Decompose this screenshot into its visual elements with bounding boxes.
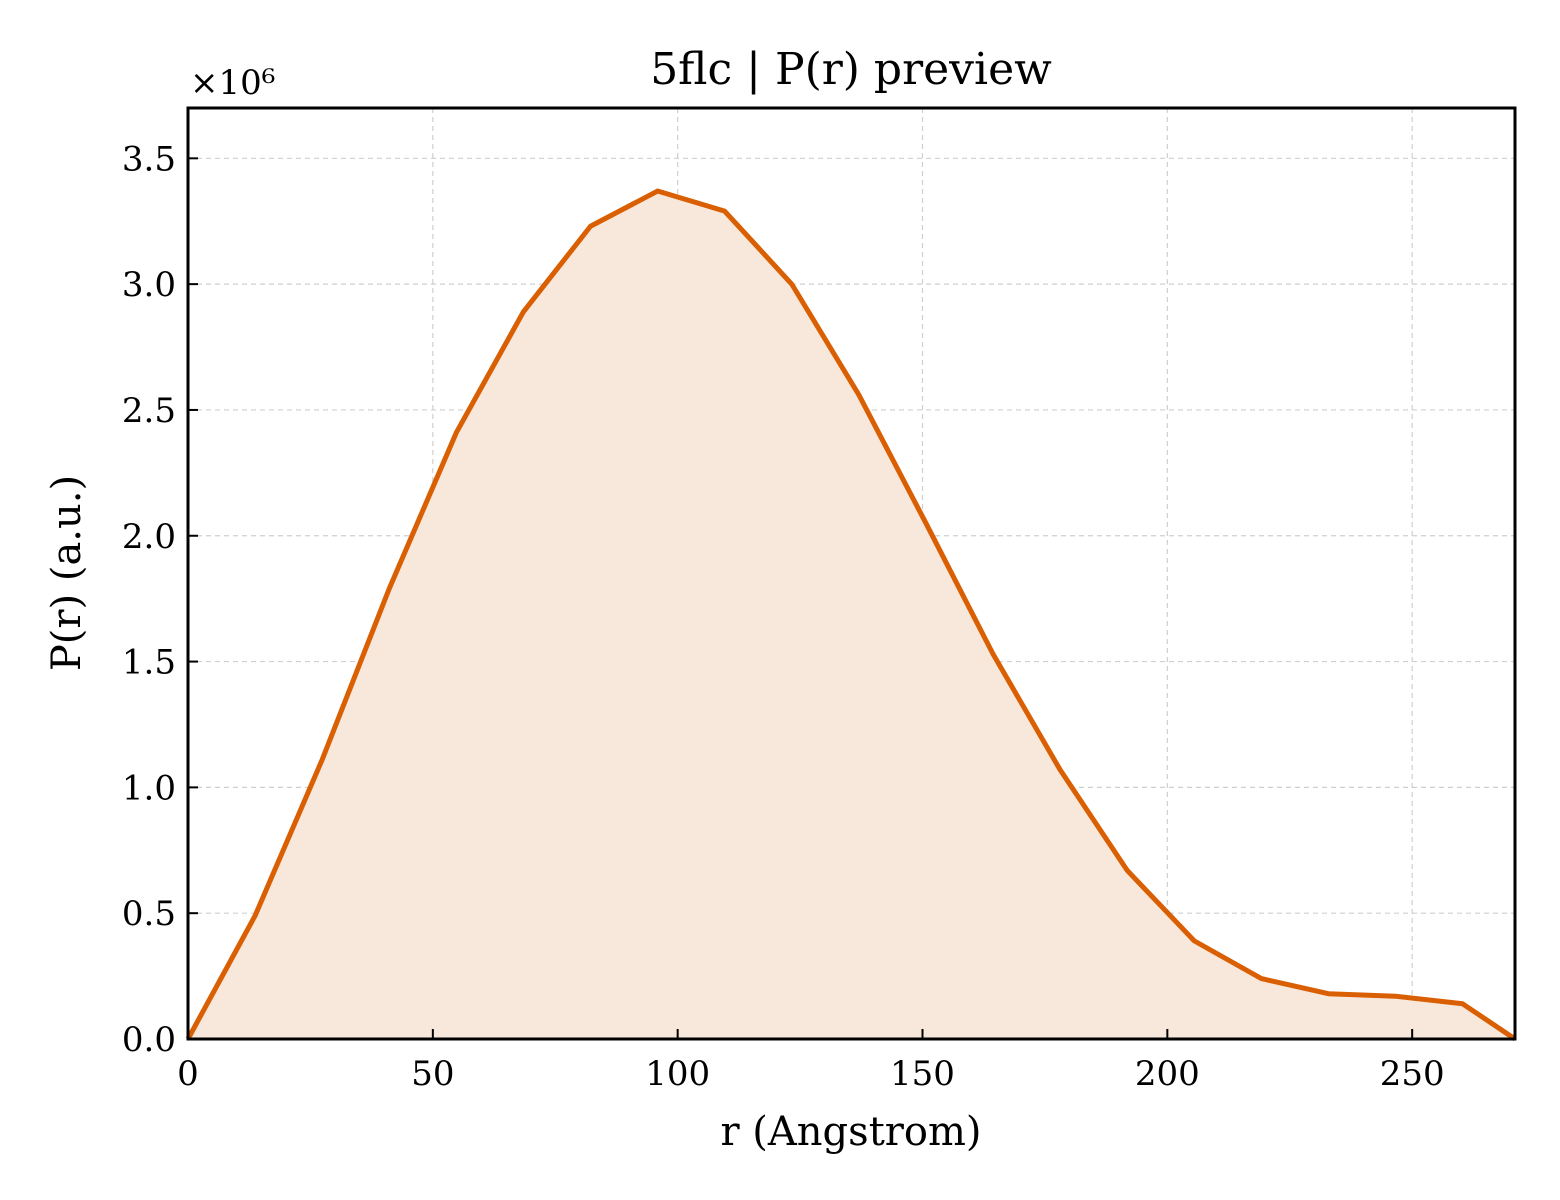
- y-tick-label: 3.0: [122, 265, 176, 305]
- chart-title: 5flc | P(r) preview: [650, 44, 1052, 95]
- x-axis-label: r (Angstrom): [720, 1109, 981, 1155]
- y-tick-label: 2.0: [122, 517, 176, 557]
- ticks: 0 50 100 150 200 250 0.0 0.5 1.0 1.5 2.0 2.5 3.0 3.5: [122, 139, 1445, 1094]
- x-tick-label: 0: [177, 1054, 199, 1094]
- x-tick-label: 250: [1380, 1054, 1445, 1094]
- x-tick-label: 200: [1135, 1054, 1200, 1094]
- y-offset-label: ×10⁶: [190, 63, 275, 103]
- y-tick-label: 1.5: [122, 643, 176, 683]
- y-tick-label: 2.5: [122, 391, 176, 431]
- y-tick-label: 1.0: [122, 768, 176, 808]
- y-axis-label: P(r) (a.u.): [44, 475, 90, 671]
- area-fill: [188, 191, 1515, 1040]
- plot-frame: [186, 106, 1517, 1041]
- x-tick-label: 50: [411, 1054, 454, 1094]
- y-tick-label: 0.5: [122, 894, 176, 934]
- area-fill-layer: [188, 191, 1515, 1040]
- x-tick-label: 150: [890, 1054, 955, 1094]
- x-tick-label: 100: [645, 1054, 710, 1094]
- y-tick-label: 0.0: [122, 1020, 176, 1060]
- y-tick-label: 3.5: [122, 139, 176, 179]
